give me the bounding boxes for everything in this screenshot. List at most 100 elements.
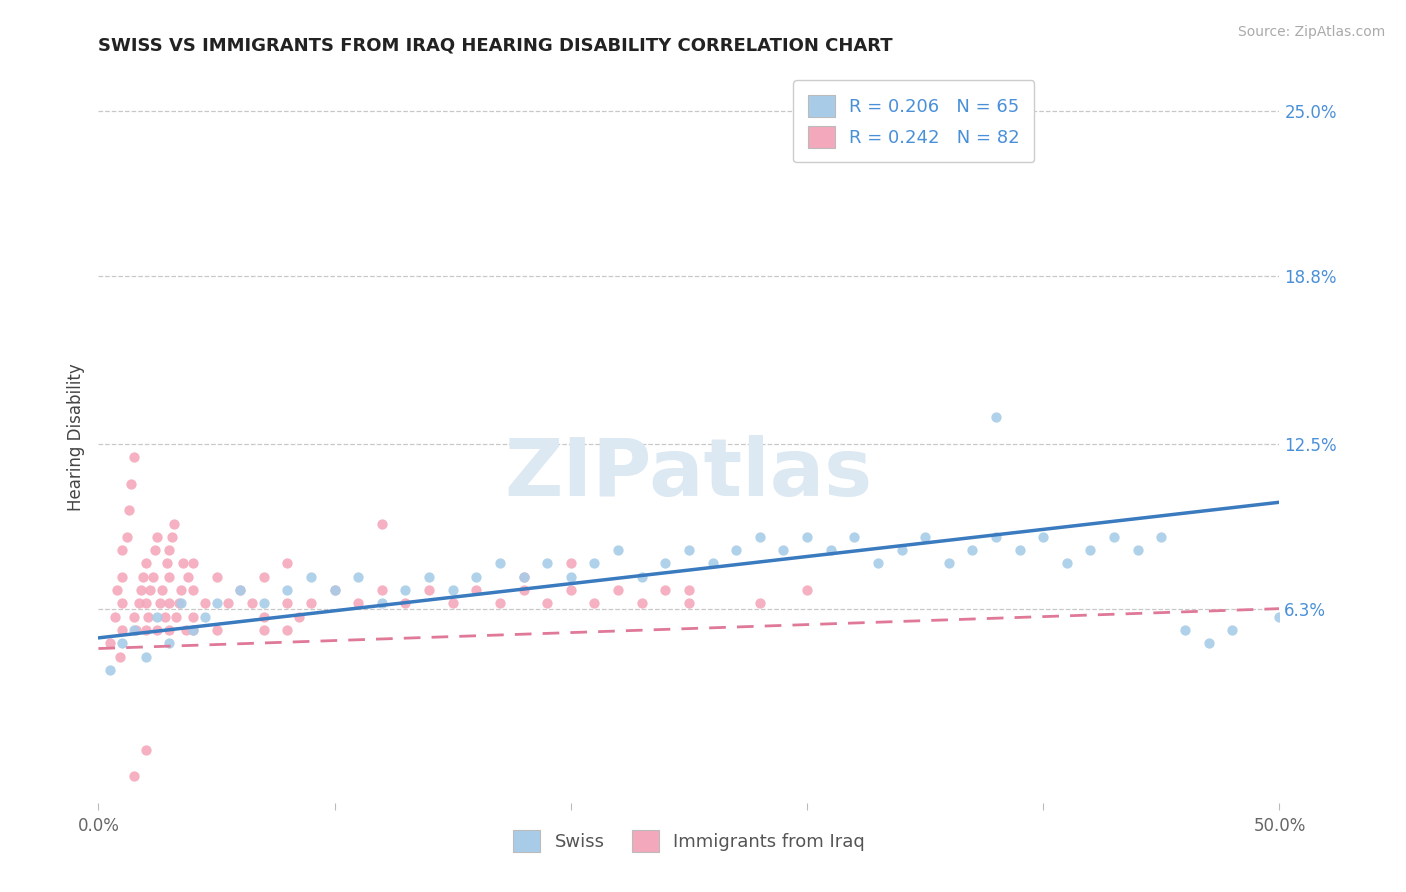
Point xyxy=(205,570,228,584)
Point xyxy=(104,609,127,624)
Point xyxy=(702,557,724,571)
Point xyxy=(1220,623,1243,637)
Point xyxy=(194,609,217,624)
Point xyxy=(111,543,134,558)
Point xyxy=(512,582,534,597)
Point xyxy=(441,596,464,610)
Point xyxy=(129,582,152,597)
Point xyxy=(146,609,169,624)
Point xyxy=(1150,530,1173,544)
Point xyxy=(607,543,630,558)
Point xyxy=(654,557,676,571)
Legend: Swiss, Immigrants from Iraq: Swiss, Immigrants from Iraq xyxy=(506,823,872,860)
Point xyxy=(253,623,276,637)
Point xyxy=(914,530,936,544)
Point xyxy=(560,582,582,597)
Point xyxy=(170,596,193,610)
Point xyxy=(181,557,204,571)
Point xyxy=(1198,636,1220,650)
Point xyxy=(276,557,298,571)
Point xyxy=(205,623,228,637)
Point xyxy=(465,570,488,584)
Point xyxy=(820,543,842,558)
Point xyxy=(156,557,179,571)
Point xyxy=(157,636,180,650)
Point xyxy=(1126,543,1149,558)
Point xyxy=(253,596,276,610)
Point xyxy=(607,582,630,597)
Point xyxy=(98,636,121,650)
Point xyxy=(465,582,488,597)
Point xyxy=(725,543,748,558)
Point xyxy=(489,557,512,571)
Point xyxy=(299,570,322,584)
Point xyxy=(108,649,131,664)
Point xyxy=(890,543,912,558)
Point xyxy=(174,623,197,637)
Point xyxy=(347,596,370,610)
Point xyxy=(115,530,138,544)
Point xyxy=(122,623,145,637)
Point xyxy=(560,557,582,571)
Point xyxy=(122,450,145,464)
Point xyxy=(160,530,183,544)
Point xyxy=(149,596,172,610)
Point xyxy=(844,530,866,544)
Point xyxy=(299,596,322,610)
Point xyxy=(177,570,200,584)
Point xyxy=(394,596,416,610)
Point xyxy=(512,570,534,584)
Point xyxy=(135,742,157,756)
Point xyxy=(111,570,134,584)
Point xyxy=(181,582,204,597)
Point xyxy=(170,582,193,597)
Point xyxy=(135,557,157,571)
Point xyxy=(962,543,984,558)
Point xyxy=(371,596,394,610)
Point xyxy=(1008,543,1031,558)
Point xyxy=(98,663,121,677)
Point xyxy=(118,503,141,517)
Point xyxy=(441,582,464,597)
Point xyxy=(217,596,239,610)
Point xyxy=(984,410,1007,425)
Point xyxy=(347,570,370,584)
Point xyxy=(167,596,190,610)
Point xyxy=(288,609,311,624)
Point xyxy=(323,582,346,597)
Point xyxy=(678,596,700,610)
Point xyxy=(394,582,416,597)
Point xyxy=(135,596,157,610)
Point xyxy=(1386,264,1406,278)
Point xyxy=(157,596,180,610)
Point xyxy=(772,543,794,558)
Point xyxy=(181,623,204,637)
Point xyxy=(150,582,173,597)
Point xyxy=(1032,530,1054,544)
Point xyxy=(1174,623,1197,637)
Point xyxy=(1056,557,1078,571)
Point xyxy=(489,596,512,610)
Point xyxy=(536,557,558,571)
Point xyxy=(276,623,298,637)
Text: SWISS VS IMMIGRANTS FROM IRAQ HEARING DISABILITY CORRELATION CHART: SWISS VS IMMIGRANTS FROM IRAQ HEARING DI… xyxy=(98,37,893,54)
Point xyxy=(121,476,143,491)
Point xyxy=(139,582,162,597)
Point xyxy=(866,557,889,571)
Point xyxy=(172,557,194,571)
Point xyxy=(157,623,180,637)
Point xyxy=(1080,543,1102,558)
Point xyxy=(132,570,155,584)
Point xyxy=(240,596,263,610)
Point xyxy=(157,543,180,558)
Point xyxy=(143,543,166,558)
Text: ZIPatlas: ZIPatlas xyxy=(505,434,873,513)
Point xyxy=(111,636,134,650)
Point xyxy=(146,530,169,544)
Point xyxy=(371,516,394,531)
Text: Source: ZipAtlas.com: Source: ZipAtlas.com xyxy=(1237,25,1385,39)
Point xyxy=(1386,596,1406,610)
Point xyxy=(146,623,169,637)
Point xyxy=(630,570,652,584)
Point xyxy=(128,596,150,610)
